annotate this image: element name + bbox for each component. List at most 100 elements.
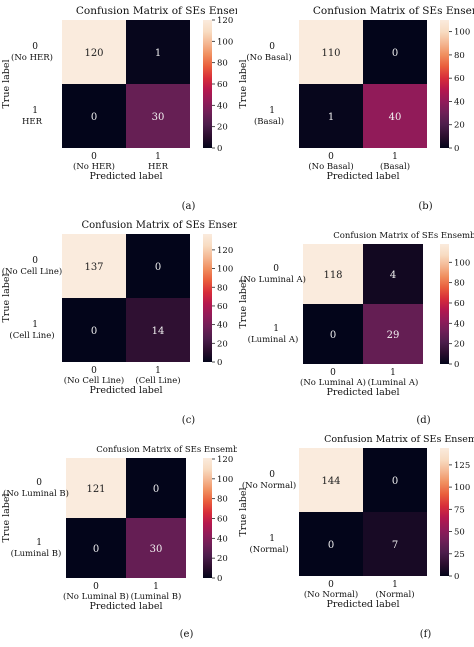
y-axis-label: True label — [1, 273, 12, 322]
matrix-cell — [363, 304, 423, 364]
colorbar-tick-label: 125 — [454, 461, 470, 471]
colorbar-tick-label: 100 — [454, 258, 470, 268]
colorbar-tick-label: 80 — [454, 279, 465, 289]
x-tick-label: (Luminal B) — [131, 591, 182, 602]
colorbar-tick-label: 40 — [217, 101, 228, 111]
x-axis-label: Predicted label — [327, 599, 400, 610]
y-tick-label: 0 — [269, 42, 275, 52]
y-tick-label: (No HER) — [11, 52, 53, 63]
colorbar-tick-label: 40 — [217, 321, 228, 331]
panel-caption: (b) — [418, 201, 432, 212]
matrix-cell — [299, 448, 363, 512]
y-tick-label: 1 — [273, 324, 279, 334]
matrix-cell — [303, 304, 363, 364]
y-tick-label: 0 — [32, 42, 38, 52]
colorbar-tick-label: 120 — [217, 16, 233, 26]
colorbar-tick-label: 40 — [217, 534, 228, 544]
confusion-matrix-c: Confusion Matrix of SEs Ensemble (Class … — [1, 220, 306, 426]
cell-value-label: 118 — [323, 270, 342, 281]
colorbar-tick-label: 20 — [454, 121, 465, 131]
cell-value-label: 4 — [390, 270, 396, 281]
panel-caption: (d) — [416, 415, 430, 426]
cell-value-label: 7 — [392, 540, 398, 551]
matrix-cell — [62, 298, 126, 362]
cell-value-label: 121 — [86, 484, 105, 495]
y-tick-label: (Luminal A) — [248, 334, 299, 345]
colorbar-tick-label: 20 — [454, 340, 465, 350]
x-tick-label: 1 — [155, 366, 161, 376]
panel-caption: (e) — [180, 629, 194, 640]
cell-value-label: 30 — [152, 112, 165, 123]
chart-panel-a: Confusion Matrix of SEs Ensemble (Class … — [0, 0, 311, 214]
colorbar-tick-label: 0 — [454, 144, 459, 154]
x-tick-label: 0 — [93, 582, 99, 592]
x-tick-label: (Normal) — [375, 589, 414, 600]
colorbar-tick-label: 75 — [454, 505, 465, 515]
colorbar — [440, 244, 449, 364]
matrix-cell — [66, 458, 126, 518]
chart-title: Confusion Matrix of SEs Ensemble (Class … — [324, 434, 474, 445]
matrix-cell — [62, 20, 126, 84]
y-tick-label: (No Basal) — [246, 52, 291, 63]
chart-title: Confusion Matrix of SEs Ensemble (Class … — [313, 5, 474, 17]
y-axis-label: True label — [1, 493, 12, 542]
colorbar-tick-label: 100 — [454, 28, 470, 38]
y-tick-label: (Cell Line) — [9, 330, 54, 341]
y-tick-label: 0 — [36, 478, 42, 488]
y-tick-label: HER — [22, 117, 43, 127]
confusion-matrix-e: Confusion Matrix of SEs Ensemble (Class … — [1, 444, 287, 640]
colorbar-tick-label: 60 — [217, 302, 228, 312]
x-tick-label: 1 — [153, 582, 159, 592]
colorbar-tick-label: 100 — [454, 483, 470, 493]
cell-value-label: 0 — [155, 262, 161, 273]
y-tick-label: (No Luminal A) — [240, 274, 306, 285]
matrix-cell — [299, 512, 363, 576]
colorbar — [203, 20, 212, 148]
matrix-cell — [126, 298, 190, 362]
chart-title: Confusion Matrix of SEs Ensemble (Class … — [96, 444, 237, 455]
x-tick-label: (Basal) — [380, 161, 410, 172]
colorbar-tick-label: 60 — [454, 299, 465, 309]
cell-value-label: 0 — [392, 48, 398, 59]
colorbar-tick-label: 50 — [454, 528, 465, 538]
x-tick-label: 1 — [392, 580, 398, 590]
x-axis-label: Predicted label — [90, 171, 163, 182]
panel-caption: (a) — [182, 201, 196, 212]
matrix-cell — [303, 244, 363, 304]
matrix-cell — [363, 512, 427, 576]
matrix-cell — [363, 244, 423, 304]
cell-value-label: 137 — [84, 262, 103, 273]
chart-title: Confusion Matrix of SEs Ensemble (Class … — [76, 5, 237, 17]
x-tick-label: (No Normal) — [304, 589, 358, 600]
colorbar-tick-label: 0 — [454, 360, 459, 370]
matrix-cell — [299, 84, 363, 148]
chart-panel-c: Confusion Matrix of SEs Ensemble (Class … — [0, 214, 306, 428]
matrix-cell — [126, 84, 190, 148]
cell-value-label: 0 — [328, 540, 334, 551]
x-tick-label: (Cell Line) — [135, 375, 180, 386]
colorbar-tick-label: 60 — [454, 74, 465, 84]
cell-value-label: 0 — [392, 476, 398, 487]
cell-value-label: 14 — [152, 326, 165, 337]
x-tick-label: (No Cell Line) — [64, 375, 124, 386]
x-tick-label: 0 — [328, 152, 334, 162]
colorbar-tick-label: 20 — [217, 554, 228, 564]
y-tick-label: (No Luminal B) — [3, 488, 69, 499]
y-tick-label: 1 — [269, 106, 275, 116]
confusion-matrix-f: Confusion Matrix of SEs Ensemble (Class … — [238, 434, 474, 640]
matrix-cell — [126, 518, 186, 578]
x-axis-label: Predicted label — [327, 387, 400, 398]
y-tick-label: 0 — [269, 470, 275, 480]
x-axis-label: Predicted label — [90, 601, 163, 612]
cell-value-label: 1 — [155, 48, 161, 59]
x-tick-label: 1 — [392, 152, 398, 162]
matrix-cell — [62, 84, 126, 148]
panel-caption: (f) — [420, 629, 432, 640]
x-tick-label: 0 — [328, 580, 334, 590]
colorbar-tick-label: 0 — [217, 358, 222, 368]
confusion-matrix-d: Confusion Matrix of SEs Ensemble (Class … — [238, 230, 474, 426]
colorbar-tick-label: 0 — [217, 574, 222, 584]
colorbar-tick-label: 60 — [217, 80, 228, 90]
x-tick-label: (No Basal) — [308, 161, 353, 172]
matrix-cell — [299, 20, 363, 84]
